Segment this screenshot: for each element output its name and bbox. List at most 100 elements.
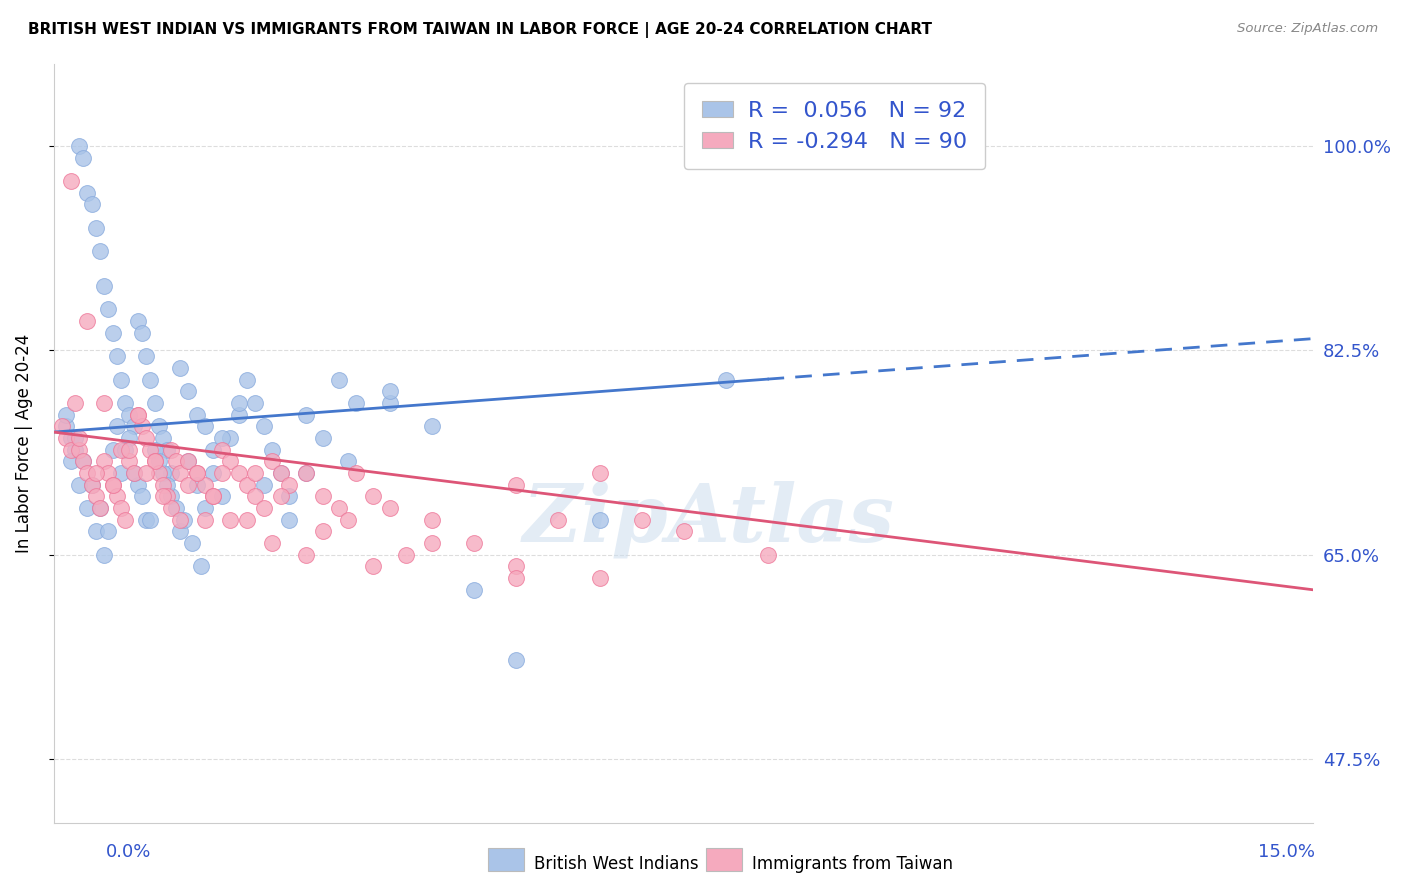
- Point: [714, 372, 737, 386]
- Point: [588, 571, 610, 585]
- Point: [177, 454, 200, 468]
- Point: [72, 151, 94, 165]
- Point: [202, 442, 225, 457]
- Point: [245, 396, 267, 410]
- Point: [228, 396, 250, 410]
- Point: [93, 279, 115, 293]
- Point: [118, 454, 141, 468]
- Legend: R =  0.056   N = 92, R = -0.294   N = 90: R = 0.056 N = 92, R = -0.294 N = 90: [683, 83, 986, 169]
- Point: [228, 408, 250, 422]
- Point: [294, 466, 316, 480]
- Point: [177, 454, 200, 468]
- Point: [160, 442, 183, 457]
- Point: [84, 220, 107, 235]
- Point: [127, 477, 149, 491]
- Point: [236, 513, 259, 527]
- Point: [135, 513, 157, 527]
- Point: [59, 454, 82, 468]
- Point: [84, 489, 107, 503]
- Point: [211, 466, 233, 480]
- Point: [505, 571, 527, 585]
- Point: [143, 454, 166, 468]
- Point: [55, 408, 77, 422]
- Point: [152, 489, 174, 503]
- Point: [245, 466, 267, 480]
- Point: [311, 524, 333, 539]
- Point: [131, 326, 153, 340]
- Point: [672, 524, 695, 539]
- Point: [101, 477, 124, 491]
- Point: [122, 466, 145, 480]
- Point: [181, 536, 204, 550]
- Point: [152, 477, 174, 491]
- Point: [59, 174, 82, 188]
- Point: [378, 384, 401, 399]
- Point: [51, 419, 73, 434]
- Point: [547, 513, 569, 527]
- Point: [165, 501, 187, 516]
- Point: [105, 419, 128, 434]
- Point: [311, 431, 333, 445]
- Point: [101, 442, 124, 457]
- Point: [156, 477, 179, 491]
- Point: [336, 454, 359, 468]
- Point: [505, 653, 527, 667]
- Point: [588, 466, 610, 480]
- Point: [67, 442, 90, 457]
- Point: [156, 442, 179, 457]
- Point: [148, 419, 170, 434]
- Point: [420, 536, 443, 550]
- Point: [135, 466, 157, 480]
- Point: [228, 466, 250, 480]
- Point: [76, 501, 98, 516]
- Point: [177, 384, 200, 399]
- Point: [236, 372, 259, 386]
- Point: [63, 442, 86, 457]
- Point: [76, 466, 98, 480]
- Point: [84, 466, 107, 480]
- Text: 15.0%: 15.0%: [1257, 843, 1315, 861]
- Point: [148, 466, 170, 480]
- Point: [93, 548, 115, 562]
- Point: [262, 536, 284, 550]
- Text: Immigrants from Taiwan: Immigrants from Taiwan: [752, 855, 953, 873]
- Point: [211, 489, 233, 503]
- Point: [59, 431, 82, 445]
- Point: [336, 513, 359, 527]
- Point: [253, 477, 276, 491]
- Point: [277, 489, 299, 503]
- Point: [89, 244, 111, 258]
- Point: [186, 408, 208, 422]
- Point: [89, 501, 111, 516]
- Point: [63, 431, 86, 445]
- Point: [202, 489, 225, 503]
- Point: [118, 408, 141, 422]
- Point: [463, 582, 485, 597]
- Point: [211, 431, 233, 445]
- Point: [270, 466, 292, 480]
- Point: [344, 466, 367, 480]
- Point: [127, 314, 149, 328]
- Point: [194, 419, 217, 434]
- Point: [165, 454, 187, 468]
- Point: [160, 489, 183, 503]
- Point: [118, 442, 141, 457]
- Point: [211, 442, 233, 457]
- Point: [67, 477, 90, 491]
- Point: [110, 501, 132, 516]
- Point: [110, 372, 132, 386]
- Point: [505, 559, 527, 574]
- Point: [219, 513, 242, 527]
- Point: [361, 559, 384, 574]
- Y-axis label: In Labor Force | Age 20-24: In Labor Force | Age 20-24: [15, 334, 32, 553]
- Point: [202, 466, 225, 480]
- Point: [67, 431, 90, 445]
- Point: [101, 477, 124, 491]
- Point: [101, 326, 124, 340]
- Point: [143, 396, 166, 410]
- Point: [114, 513, 136, 527]
- Point: [93, 396, 115, 410]
- Point: [219, 431, 242, 445]
- Point: [588, 513, 610, 527]
- Point: [76, 186, 98, 200]
